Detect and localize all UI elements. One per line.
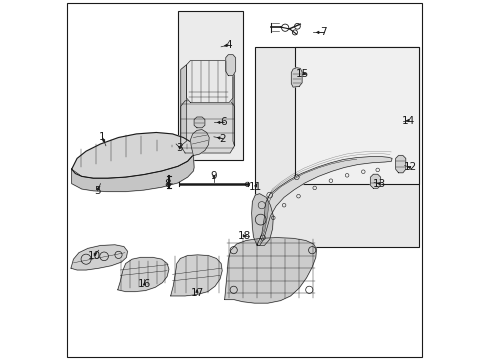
Polygon shape — [224, 238, 316, 303]
Polygon shape — [257, 157, 391, 246]
Text: 3: 3 — [176, 143, 183, 153]
Text: 10: 10 — [87, 251, 101, 261]
Polygon shape — [118, 257, 168, 292]
Polygon shape — [72, 132, 194, 178]
Text: 8: 8 — [163, 179, 170, 189]
Text: 12: 12 — [403, 162, 416, 172]
Text: 11: 11 — [248, 182, 262, 192]
Polygon shape — [181, 65, 186, 146]
Polygon shape — [370, 174, 380, 188]
Text: 2: 2 — [219, 134, 226, 144]
Text: 15: 15 — [295, 69, 308, 79]
Polygon shape — [71, 245, 127, 270]
Text: 4: 4 — [224, 40, 231, 50]
Text: 9: 9 — [210, 171, 217, 181]
Text: 16: 16 — [138, 279, 151, 289]
Bar — [255, 47, 418, 247]
Bar — [178, 11, 242, 160]
Text: 13: 13 — [372, 179, 386, 189]
Text: 7: 7 — [320, 27, 326, 37]
Polygon shape — [232, 65, 234, 146]
Text: 6: 6 — [220, 117, 226, 127]
Text: 5: 5 — [94, 186, 101, 196]
Polygon shape — [186, 60, 232, 103]
Polygon shape — [190, 130, 209, 156]
Text: 14: 14 — [401, 116, 414, 126]
Polygon shape — [225, 55, 235, 76]
Polygon shape — [251, 194, 273, 246]
Text: 1: 1 — [99, 132, 105, 142]
Text: 18: 18 — [237, 231, 251, 241]
Polygon shape — [170, 255, 222, 296]
Polygon shape — [291, 68, 302, 87]
Polygon shape — [194, 117, 204, 128]
Polygon shape — [181, 101, 234, 153]
Text: 17: 17 — [190, 288, 203, 298]
Polygon shape — [72, 155, 194, 192]
Polygon shape — [395, 156, 405, 173]
Bar — [294, 47, 418, 184]
